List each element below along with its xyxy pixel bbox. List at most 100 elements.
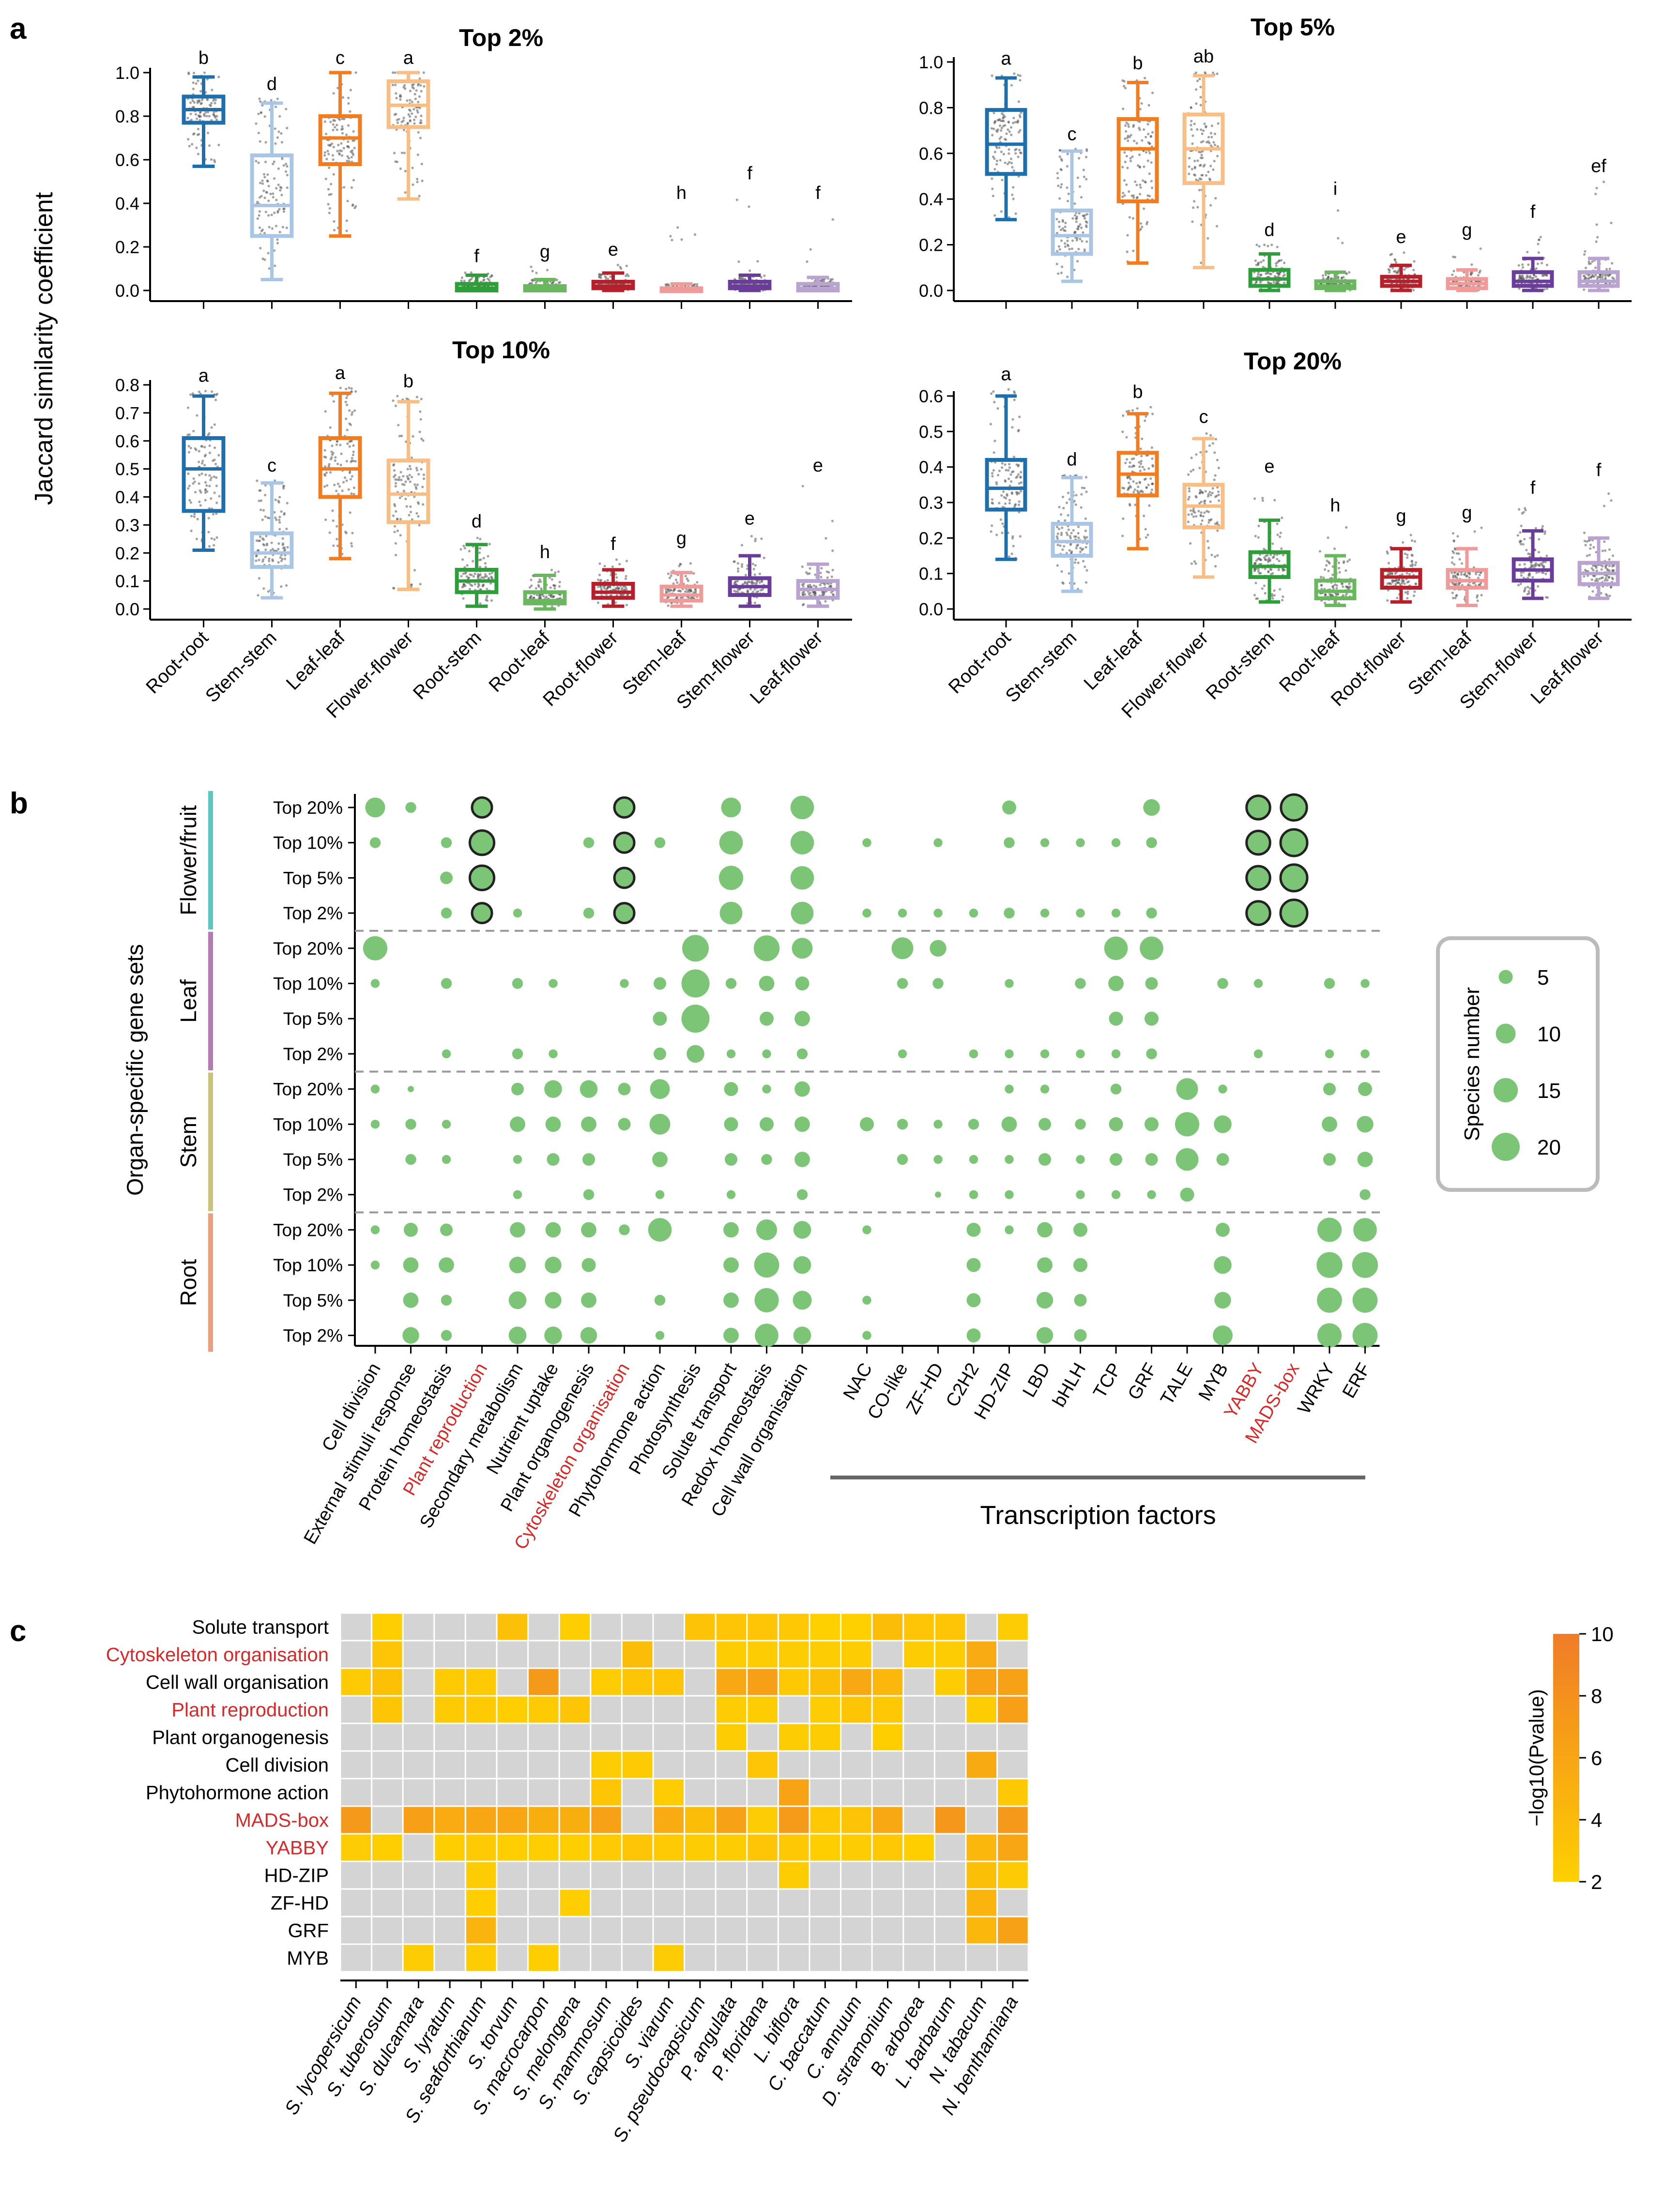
- data-point: [814, 573, 817, 576]
- data-point: [400, 152, 404, 154]
- significance-letter: d: [1067, 449, 1077, 470]
- data-point: [262, 509, 265, 512]
- data-point: [1409, 533, 1412, 536]
- data-point: [282, 164, 285, 167]
- data-point: [1131, 217, 1134, 220]
- data-point: [1606, 594, 1609, 597]
- data-point: [466, 564, 469, 567]
- data-point: [351, 457, 353, 459]
- data-point: [479, 537, 482, 540]
- data-point: [1271, 572, 1274, 575]
- data-point: [272, 560, 275, 563]
- data-point: [339, 463, 342, 467]
- data-point: [413, 569, 416, 572]
- data-point: [1396, 581, 1399, 584]
- data-point: [279, 556, 282, 559]
- data-point: [283, 546, 286, 549]
- data-point: [1207, 493, 1210, 496]
- significance-letter: a: [1001, 49, 1011, 69]
- data-point: [1254, 581, 1257, 584]
- data-point: [275, 518, 278, 521]
- data-point: [340, 452, 343, 456]
- data-point: [413, 483, 416, 486]
- data-point: [479, 588, 482, 591]
- dot-hd-zip: [1004, 837, 1015, 848]
- data-point: [1347, 587, 1351, 590]
- data-point: [1071, 239, 1074, 242]
- dot-cell-wall-organisation: [790, 831, 814, 854]
- data-point: [1083, 175, 1085, 178]
- data-point: [1144, 181, 1147, 184]
- data-point: [1583, 288, 1586, 291]
- data-point: [1337, 237, 1340, 240]
- box-leaf-flower: f: [796, 183, 840, 309]
- data-point: [1142, 179, 1145, 182]
- data-point: [217, 143, 220, 147]
- data-point: [348, 386, 351, 389]
- data-point: [213, 538, 216, 541]
- data-point: [1079, 547, 1082, 549]
- data-point: [1595, 569, 1598, 572]
- data-point: [993, 168, 996, 171]
- data-point: [1140, 102, 1143, 105]
- data-point: [1012, 198, 1015, 200]
- data-point: [1543, 565, 1545, 568]
- data-point: [1019, 129, 1022, 132]
- data-point: [755, 591, 758, 594]
- data-point: [336, 544, 339, 548]
- data-point: [213, 115, 216, 118]
- data-point: [553, 587, 556, 590]
- data-point: [806, 572, 809, 575]
- data-point: [394, 542, 397, 545]
- data-point: [1537, 585, 1540, 588]
- iqr-box: [523, 590, 567, 606]
- data-point: [487, 555, 489, 558]
- data-point: [1216, 145, 1219, 148]
- data-point: [1129, 504, 1131, 507]
- data-point: [1067, 244, 1069, 247]
- data-point: [820, 576, 823, 579]
- data-point: [187, 138, 190, 141]
- data-point: [538, 596, 542, 599]
- data-point: [394, 478, 397, 481]
- data-point: [392, 587, 395, 590]
- data-point: [187, 472, 190, 475]
- data-point: [1198, 467, 1201, 470]
- data-point: [1063, 545, 1066, 548]
- data-point: [693, 284, 696, 287]
- data-point: [1468, 576, 1471, 579]
- data-point: [1327, 569, 1330, 572]
- data-point: [1456, 535, 1459, 538]
- data-point: [992, 155, 994, 158]
- dot-cytoskeleton-organisation: [613, 796, 636, 819]
- data-point: [1198, 502, 1201, 505]
- data-point: [1211, 442, 1214, 445]
- significance-letter: g: [1396, 506, 1406, 527]
- data-point: [1211, 491, 1214, 495]
- data-point: [339, 443, 342, 446]
- data-point: [402, 128, 406, 132]
- data-point: [999, 159, 1002, 162]
- data-point: [1012, 456, 1016, 458]
- data-point: [275, 187, 278, 190]
- data-point: [1084, 476, 1087, 479]
- data-point: [1127, 125, 1130, 128]
- data-point: [1008, 499, 1011, 502]
- data-point: [991, 475, 994, 478]
- data-point: [1404, 552, 1406, 555]
- dot-nac: [862, 908, 871, 918]
- data-point: [1318, 550, 1322, 553]
- data-point: [1122, 85, 1126, 88]
- data-point: [1128, 136, 1131, 138]
- data-point: [1594, 579, 1597, 582]
- data-point: [1207, 521, 1210, 524]
- data-point: [212, 113, 215, 116]
- data-point: [1209, 204, 1212, 207]
- data-point: [1196, 79, 1199, 82]
- data-point: [460, 279, 463, 282]
- data-point: [1281, 567, 1284, 571]
- row-label: Top 5%: [283, 1150, 343, 1170]
- data-point: [1470, 263, 1473, 266]
